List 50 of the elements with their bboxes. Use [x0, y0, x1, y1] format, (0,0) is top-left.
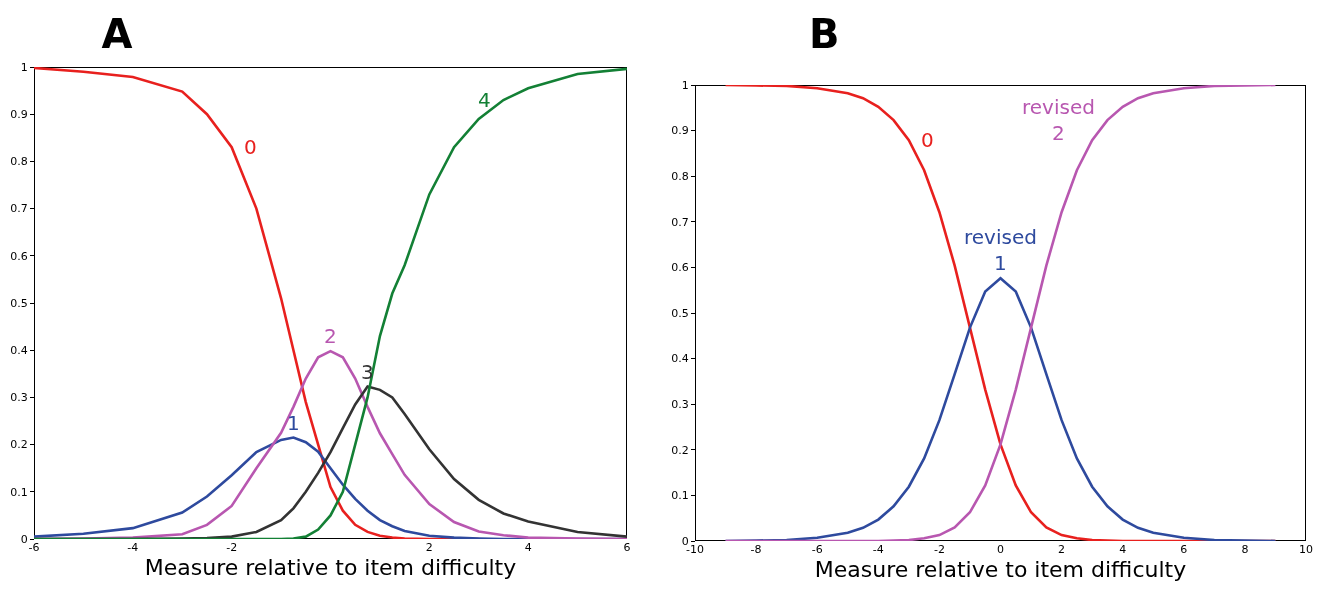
series-label: 2 — [324, 324, 337, 348]
x-tick-label: 2 — [425, 541, 433, 554]
y-tick-label: 0.9 — [10, 108, 28, 122]
y-tick-label: 0.1 — [671, 489, 689, 503]
series-label: 0 — [244, 135, 257, 159]
y-tick-label: 0.8 — [10, 155, 28, 169]
x-tick-label: -6 — [811, 543, 823, 556]
chart-title: A — [101, 11, 133, 57]
x-tick-label: -8 — [750, 543, 762, 556]
y-tick-label: 0.6 — [10, 249, 28, 263]
x-tick-label: 2 — [1058, 543, 1066, 556]
x-tick-label: 6 — [623, 541, 631, 554]
y-tick-label: 0.7 — [10, 202, 28, 216]
x-tick-label: -2 — [226, 541, 238, 554]
x-tick-label: 0 — [997, 543, 1004, 556]
series-label: revised 2 — [1022, 95, 1095, 145]
x-tick-label: -4 — [872, 543, 884, 556]
y-tick-label: 0.3 — [671, 398, 689, 412]
series-label: 0 — [921, 128, 934, 152]
x-tick-label: 4 — [1119, 543, 1127, 556]
x-tick-label: -2 — [933, 543, 945, 556]
y-tick-label: 0.2 — [671, 443, 689, 457]
x-axis-title: Measure relative to item difficulty — [144, 554, 517, 580]
x-tick-label: 6 — [1180, 543, 1188, 556]
x-axis-title: Measure relative to item difficulty — [814, 556, 1187, 582]
series-label: revised 1 — [964, 225, 1037, 275]
y-tick-label: 0.3 — [10, 391, 28, 405]
chart-title: B — [809, 11, 840, 57]
y-tick-label: 0.7 — [671, 215, 689, 229]
y-tick-label: 0.8 — [671, 170, 689, 184]
x-tick-label: 10 — [1299, 543, 1313, 556]
x-tick-label: 4 — [524, 541, 532, 554]
y-tick-label: 0.5 — [10, 296, 28, 310]
y-tick-label: 0.5 — [671, 306, 689, 320]
x-tick-label: 8 — [1241, 543, 1249, 556]
y-tick-label: 0.4 — [671, 352, 689, 366]
y-tick-label: 0.9 — [671, 124, 689, 138]
y-tick-label: 1 — [681, 78, 689, 92]
y-tick-label: 0.6 — [671, 261, 689, 275]
y-tick-label: 0.4 — [10, 344, 28, 358]
x-tick-label: -4 — [127, 541, 139, 554]
y-tick-label: 1 — [20, 60, 28, 74]
x-tick-label: -6 — [28, 541, 40, 554]
y-tick-label: 0.2 — [10, 438, 28, 452]
line-series — [34, 67, 627, 539]
line-series — [724, 85, 1277, 541]
y-tick-label: 0.1 — [10, 485, 28, 499]
series-label: 3 — [361, 360, 374, 384]
series-label: 1 — [287, 411, 300, 435]
series-label: 4 — [478, 88, 491, 112]
